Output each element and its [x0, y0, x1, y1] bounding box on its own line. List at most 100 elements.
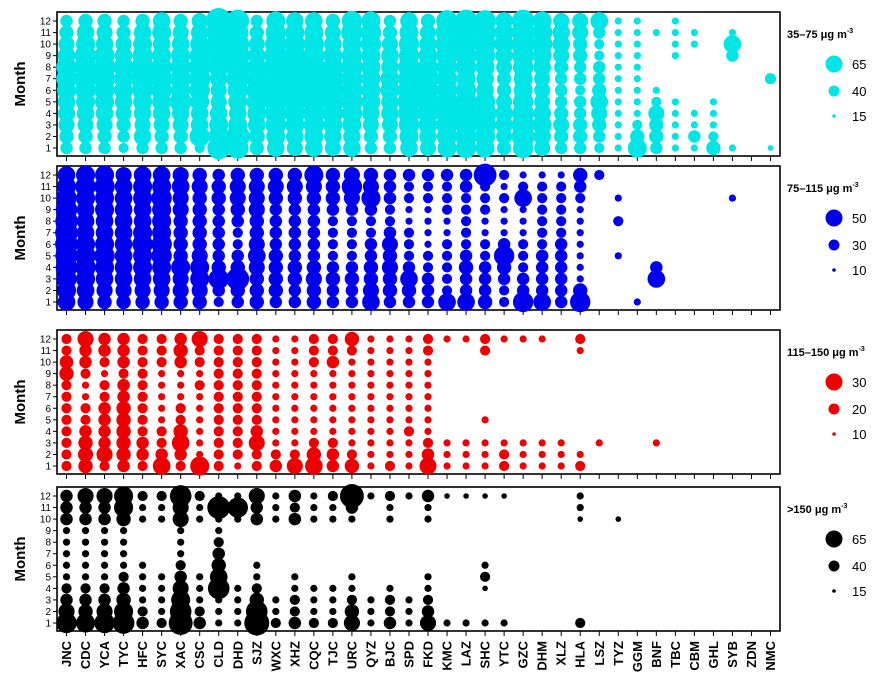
- x-tick-label: FKD: [421, 641, 436, 668]
- bubble: [250, 512, 264, 526]
- bubble: [420, 13, 436, 29]
- bubble: [348, 573, 356, 581]
- bubble: [100, 527, 109, 535]
- bubble: [97, 13, 112, 29]
- bubble: [308, 345, 319, 356]
- y-tick-label: 11: [41, 503, 52, 514]
- bubble: [614, 194, 622, 202]
- legend-value: 30: [852, 375, 866, 390]
- bubble: [573, 167, 588, 183]
- bubble: [133, 127, 152, 146]
- bubble: [78, 604, 93, 619]
- legend-bubble: [832, 114, 836, 118]
- bubble: [518, 239, 529, 250]
- bubble: [441, 239, 453, 250]
- y-axis-label: Month: [12, 62, 29, 107]
- bubble: [192, 202, 207, 217]
- legend-bubble: [832, 589, 836, 593]
- bubble: [251, 449, 262, 460]
- bubble: [649, 117, 664, 133]
- bubble: [557, 450, 565, 459]
- bubble: [177, 550, 185, 558]
- bubble: [272, 503, 280, 512]
- bubble: [344, 604, 360, 619]
- bubble: [232, 403, 243, 414]
- bubble: [325, 167, 341, 183]
- bubble: [306, 283, 322, 298]
- bubble: [441, 250, 453, 261]
- bubble: [266, 11, 286, 31]
- bubble: [575, 333, 586, 345]
- bubble: [363, 260, 379, 275]
- bubble: [519, 335, 527, 343]
- bubble: [288, 203, 302, 216]
- bubble: [194, 380, 205, 391]
- bubble: [158, 596, 166, 604]
- bubble: [117, 355, 130, 369]
- bubble: [248, 487, 265, 505]
- bubble: [500, 217, 508, 225]
- bubble: [81, 381, 90, 389]
- legend-value: 40: [852, 559, 866, 574]
- bubble: [310, 427, 318, 435]
- bubble: [81, 393, 90, 401]
- bubble: [386, 584, 394, 592]
- y-tick-label: 3: [45, 274, 51, 285]
- x-tick-label: TJC: [325, 640, 340, 665]
- bubble: [288, 249, 302, 263]
- bubble: [441, 192, 453, 204]
- x-tick-label: TBC: [668, 640, 683, 667]
- bubble: [59, 366, 74, 381]
- bubble: [346, 345, 358, 356]
- legend-title-text: 35–75 μg m: [787, 29, 847, 41]
- legend-title-sup: -3: [841, 503, 847, 510]
- bubble: [78, 458, 93, 474]
- bubble: [403, 181, 415, 192]
- bubble: [345, 284, 359, 297]
- legend-bubble: [825, 530, 843, 548]
- bubble: [532, 11, 552, 31]
- y-tick-label: 8: [45, 538, 51, 549]
- bubble: [60, 501, 73, 514]
- bubble: [234, 596, 242, 604]
- bubble: [100, 538, 109, 546]
- bubble: [133, 166, 152, 184]
- bubble: [192, 237, 207, 252]
- bubble: [174, 570, 187, 584]
- bubble: [495, 104, 513, 123]
- bubble: [614, 86, 622, 94]
- bubble: [115, 166, 132, 184]
- bubble: [382, 271, 398, 287]
- bubble: [272, 381, 280, 389]
- bubble: [227, 497, 248, 518]
- bubble: [310, 393, 318, 401]
- bubble: [671, 109, 679, 117]
- bubble: [534, 93, 551, 110]
- bubble: [499, 449, 510, 460]
- bubble: [289, 502, 300, 513]
- bubble: [59, 355, 74, 369]
- bubble: [496, 71, 512, 86]
- bubble: [348, 515, 356, 523]
- bubble: [285, 12, 304, 30]
- bubble: [518, 262, 529, 273]
- bubble: [190, 257, 210, 277]
- bubble: [287, 167, 303, 183]
- bubble: [95, 165, 115, 185]
- bubble: [327, 437, 338, 449]
- bubble: [386, 381, 394, 389]
- bubble: [95, 35, 114, 53]
- bubble: [326, 355, 340, 369]
- bubble: [651, 96, 662, 107]
- bubble: [633, 28, 641, 37]
- bubble: [117, 344, 130, 357]
- bubble: [171, 434, 190, 452]
- bubble: [116, 592, 131, 608]
- bubble: [98, 344, 111, 357]
- bubble: [99, 583, 110, 594]
- y-tick-label: 2: [45, 450, 51, 461]
- x-tick-label: BNF: [649, 641, 664, 668]
- bubble: [226, 267, 250, 291]
- bubble: [268, 271, 284, 287]
- bubble: [462, 439, 470, 447]
